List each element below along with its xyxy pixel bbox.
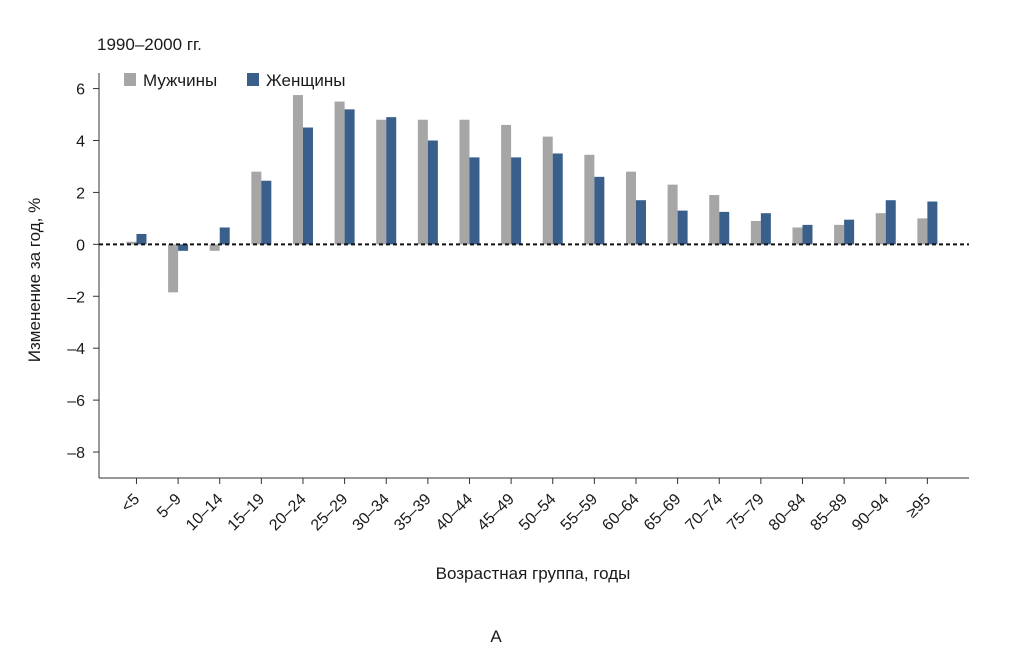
x-tick-label: 90–94 (849, 491, 893, 535)
x-tick-label: 15–19 (225, 491, 269, 535)
bar-women (511, 157, 522, 245)
x-tick-label: 20–24 (266, 491, 310, 535)
bars (126, 95, 938, 293)
x-tick-label: ≥95 (903, 491, 934, 522)
x-axis-label: Возрастная группа, годы (436, 564, 631, 583)
legend: Мужчины Женщины (124, 71, 345, 90)
legend-swatch-women (247, 73, 259, 86)
x-tick-label: 40–44 (433, 491, 477, 535)
x-tick-label: 55–59 (558, 491, 602, 535)
bar-women (427, 140, 438, 245)
x-tick-label: <5 (118, 491, 143, 516)
x-tick-label: 80–84 (766, 491, 810, 535)
x-tick-label: 35–39 (391, 491, 435, 535)
bar-women (760, 213, 771, 245)
y-tick-label: 2 (76, 185, 85, 202)
bar-women (844, 219, 855, 245)
bar-men (875, 213, 886, 245)
x-tick-label: 25–29 (308, 491, 352, 535)
x-tick-label: 70–74 (683, 491, 727, 535)
x-tick-label: 30–34 (350, 491, 394, 535)
y-tick-label: –4 (67, 341, 85, 358)
x-tick-label: 85–89 (807, 491, 851, 535)
bar-men (417, 119, 428, 245)
bar-men (709, 195, 720, 245)
bar-men (251, 171, 262, 245)
bar-men (292, 95, 303, 245)
bar-women (344, 109, 355, 245)
bar-women (677, 210, 688, 245)
y-tick-label: 4 (76, 134, 85, 151)
x-tick-label: 10–14 (183, 491, 227, 535)
bar-men (168, 244, 179, 293)
bar-men (750, 220, 761, 245)
bar-men (126, 241, 137, 245)
y-axis-label: Изменение за год, % (25, 198, 44, 362)
legend-label-men: Мужчины (143, 71, 217, 90)
bar-women (802, 224, 813, 245)
legend-label-women: Женщины (266, 71, 345, 90)
bar-women (927, 201, 938, 245)
bar-women (386, 117, 397, 245)
bar-men (209, 244, 220, 251)
chart-title: 1990–2000 гг. (97, 35, 202, 54)
y-tick-label: 6 (76, 82, 85, 99)
y-tick-label: 0 (76, 237, 85, 254)
bar-men (625, 171, 636, 245)
bar-women (635, 200, 646, 245)
x-tick-label: 75–79 (724, 491, 768, 535)
x-axis: <5 5–910–1415–1920–2425–2930–3435–3940–44… (99, 477, 969, 535)
y-tick-label: –6 (67, 393, 85, 410)
bar-men (584, 154, 595, 245)
bar-men (501, 124, 512, 245)
x-tick-label: 50–54 (516, 491, 560, 535)
bar-women (719, 211, 730, 245)
bar-women (261, 180, 272, 245)
bar-men (792, 227, 803, 245)
bar-men (834, 224, 845, 245)
bar-men (917, 218, 928, 245)
bar-men (376, 119, 387, 245)
y-axis: 6 4 2 0 –2 –4 –6 –8 (67, 73, 100, 478)
bar-women (594, 176, 605, 245)
bar-women (552, 153, 563, 245)
y-tick-label: –8 (67, 445, 85, 462)
bar-men (334, 101, 345, 245)
x-tick-label: 65–69 (641, 491, 685, 535)
panel-label: А (490, 627, 502, 646)
bar-women (219, 227, 230, 245)
bar-women (885, 200, 896, 245)
bar-men (542, 136, 553, 245)
bar-women (302, 127, 313, 245)
x-tick-label: 45–49 (474, 491, 518, 535)
bar-men (667, 184, 678, 245)
y-tick-label: –2 (67, 289, 85, 306)
bar-men (459, 119, 470, 245)
bar-women (178, 244, 189, 251)
x-tick-label: 60–64 (599, 491, 643, 535)
x-tick-label: 5–9 (154, 491, 185, 522)
bar-women (469, 157, 480, 245)
legend-swatch-men (124, 73, 136, 86)
bar-women (136, 233, 147, 245)
